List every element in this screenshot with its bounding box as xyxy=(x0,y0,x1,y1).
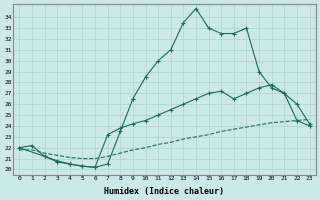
X-axis label: Humidex (Indice chaleur): Humidex (Indice chaleur) xyxy=(104,187,224,196)
